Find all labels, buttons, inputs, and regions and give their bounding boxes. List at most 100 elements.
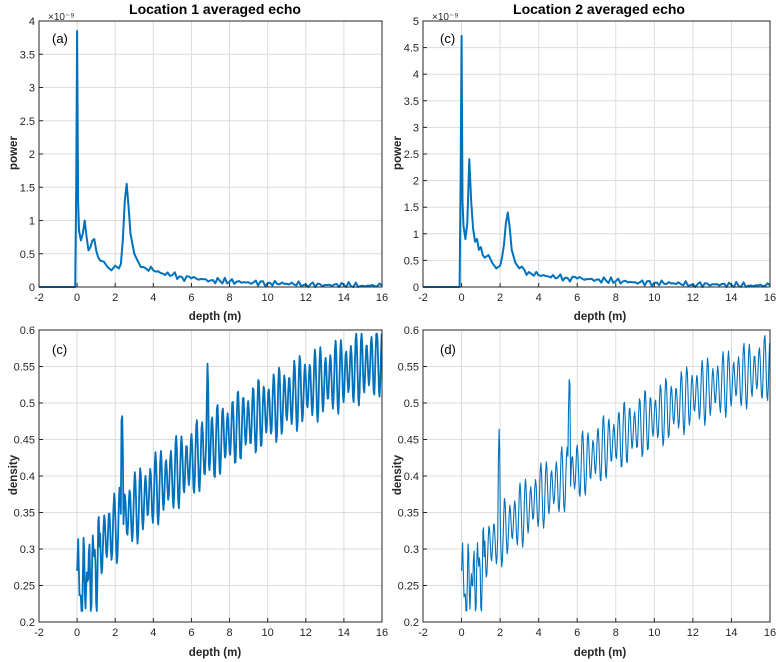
data-series-line — [39, 30, 383, 288]
y-axis-label: power — [392, 136, 404, 170]
y-tick-label: 0.45 — [398, 435, 419, 447]
y-exponent: ×10⁻⁹ — [48, 12, 75, 23]
chart-panel-location-2-density: -2 0 2 4 6 8 10 12 14 16 0.2 0.25 0.3 0.35 0.4 0.45 0.5 0… — [392, 325, 776, 659]
x-tick-label: 14 — [338, 627, 350, 639]
x-tick-label: 10 — [262, 627, 274, 639]
x-tick-label: -2 — [34, 627, 44, 639]
x-tick-label: -2 — [418, 627, 428, 639]
x-tick-label: 8 — [613, 292, 619, 304]
y-tick-label: 0.45 — [14, 435, 35, 447]
x-tick-label: 2 — [112, 627, 118, 639]
y-tick-label: 1 — [29, 216, 35, 228]
x-tick-label: -2 — [34, 292, 44, 304]
y-tick-label: 0.25 — [14, 581, 35, 593]
x-axis-label: depth (m) — [574, 647, 627, 659]
y-tick-label: 0.5 — [404, 255, 419, 267]
y-tick-label: 0.2 — [20, 617, 35, 629]
chart-panel-location-1-density: -2 0 2 4 6 8 10 12 14 16 0.2 0.25 0.3 0.35 0.4 0.45 0.5 0… — [8, 325, 388, 659]
y-tick-label: 0.4 — [404, 471, 419, 483]
y-tick-label: 1.5 — [20, 182, 35, 194]
x-tick-label: 6 — [188, 627, 194, 639]
y-tick-label: 0 — [413, 282, 419, 294]
y-tick-label: 0.3 — [20, 544, 35, 556]
x-tick-label: 6 — [574, 627, 580, 639]
y-tick-label: 3 — [29, 83, 35, 95]
chart-title: Location 2 averaged echo — [513, 1, 685, 17]
y-tick-label: 0.3 — [404, 544, 419, 556]
x-tick-label: 16 — [376, 627, 388, 639]
y-tick-label: 2.5 — [404, 149, 419, 161]
x-tick-label: 8 — [613, 627, 619, 639]
x-tick-label: 16 — [764, 292, 776, 304]
x-tick-label: 2 — [112, 292, 118, 304]
x-tick-label: 4 — [536, 627, 542, 639]
y-tick-label: 0.35 — [14, 508, 35, 520]
x-tick-label: 12 — [300, 292, 312, 304]
y-tick-label: 2.5 — [20, 116, 35, 128]
x-axis-label: depth (m) — [189, 647, 242, 659]
x-tick-label: 12 — [687, 292, 699, 304]
x-tick-label: 2 — [497, 292, 503, 304]
y-tick-label: 4 — [29, 16, 35, 28]
y-tick-label: 3.5 — [404, 96, 419, 108]
x-tick-label: 14 — [338, 292, 350, 304]
x-tick-label: 14 — [725, 292, 737, 304]
y-tick-label: 0.5 — [20, 398, 35, 410]
x-tick-label: 0 — [458, 627, 464, 639]
x-tick-label: 10 — [648, 627, 660, 639]
y-tick-label: 3.5 — [20, 49, 35, 61]
x-tick-label: 4 — [536, 292, 542, 304]
y-tick-label: 0.6 — [20, 325, 35, 337]
y-tick-label: 5 — [413, 16, 419, 28]
x-tick-label: 10 — [262, 292, 274, 304]
y-tick-label: 2 — [413, 176, 419, 188]
x-tick-label: 16 — [376, 292, 388, 304]
chart-panel-location-2-power: Location 2 averaged echo -2 0 2 4 6 8 10 12 14 16… — [392, 1, 776, 323]
y-axis-label: power — [8, 136, 20, 170]
y-tick-label: 0.2 — [404, 617, 419, 629]
x-tick-label: 6 — [574, 292, 580, 304]
chart-panel-location-1-power: Location 1 averaged echo -2 0 2 4 6 8 10 12 14 16… — [8, 1, 388, 323]
data-series-line — [76, 332, 383, 612]
y-tick-label: 2 — [29, 149, 35, 161]
x-tick-label: 10 — [648, 292, 660, 304]
y-axis-label: density — [392, 454, 404, 495]
x-tick-label: 12 — [687, 627, 699, 639]
x-tick-label: 8 — [226, 292, 232, 304]
chart-title: Location 1 averaged echo — [129, 1, 301, 17]
y-tick-label: 0 — [29, 282, 35, 294]
x-tick-label: 4 — [150, 292, 156, 304]
y-tick-label: 0.5 — [20, 249, 35, 261]
y-tick-label: 0.35 — [398, 508, 419, 520]
panel-label: (c) — [440, 31, 455, 46]
y-tick-label: 0.55 — [14, 362, 35, 374]
x-tick-label: 0 — [74, 627, 80, 639]
y-tick-label: 0.55 — [398, 362, 419, 374]
panel-label: (c) — [52, 342, 67, 357]
y-exponent: ×10⁻⁹ — [432, 12, 459, 23]
x-tick-label: 4 — [150, 627, 156, 639]
x-tick-label: 0 — [74, 292, 80, 304]
y-tick-label: 4.5 — [404, 43, 419, 55]
x-tick-label: 6 — [188, 292, 194, 304]
x-tick-label: 14 — [725, 627, 737, 639]
x-tick-label: 16 — [764, 627, 776, 639]
y-axis-label: density — [8, 454, 20, 495]
y-tick-label: 0.6 — [404, 325, 419, 337]
x-tick-label: 8 — [226, 627, 232, 639]
y-tick-label: 4 — [413, 69, 419, 81]
y-tick-label: 0.4 — [20, 471, 35, 483]
y-tick-label: 1.5 — [404, 202, 419, 214]
plot-area: -2 0 2 4 6 8 10 12 14 16 0.2 0.25 0.3 0.35 0.4 0.45 0.5 0… — [14, 325, 389, 639]
data-series-line — [423, 34, 771, 288]
panel-label: (d) — [440, 342, 456, 357]
plot-area: -2 0 2 4 6 8 10 12 14 16 0.2 0.25 0.3 0.35 0.4 0.45 0.5 0… — [398, 325, 776, 639]
y-tick-label: 0.5 — [404, 398, 419, 410]
data-series-line — [461, 334, 771, 612]
x-tick-label: 0 — [458, 292, 464, 304]
x-axis-label: depth (m) — [189, 311, 242, 323]
x-tick-label: 12 — [300, 627, 312, 639]
